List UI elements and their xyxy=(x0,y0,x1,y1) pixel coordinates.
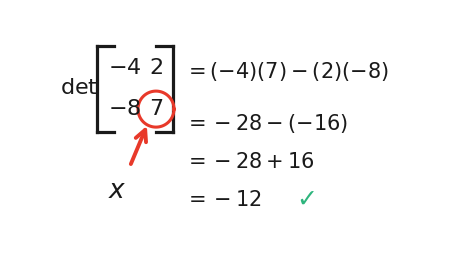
Text: $=-28-(-16)$: $=-28-(-16)$ xyxy=(184,112,348,135)
Text: $=-12$: $=-12$ xyxy=(184,190,262,210)
Text: $7$: $7$ xyxy=(149,98,163,120)
Text: $x$: $x$ xyxy=(108,178,127,203)
Text: $\mathrm{det}$: $\mathrm{det}$ xyxy=(60,77,98,99)
Text: $-8$: $-8$ xyxy=(108,98,141,120)
Text: $=-28+16$: $=-28+16$ xyxy=(184,151,315,172)
Text: $2$: $2$ xyxy=(149,57,163,79)
Text: $-4$: $-4$ xyxy=(108,57,141,79)
Text: ✓: ✓ xyxy=(296,188,317,212)
Text: $=(-4)(7)-(2)(-8)$: $=(-4)(7)-(2)(-8)$ xyxy=(184,60,389,83)
